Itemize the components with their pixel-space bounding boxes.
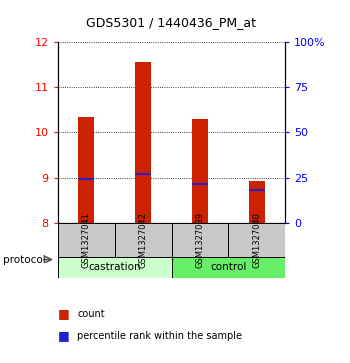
Bar [228,223,285,257]
Bar [78,117,94,223]
Bar [172,257,285,278]
Bar [192,119,208,223]
Text: ■: ■ [58,307,70,321]
Text: GSM1327042: GSM1327042 [139,212,148,268]
Bar [78,178,94,180]
Text: ■: ■ [58,329,70,342]
Bar [58,223,115,257]
Bar [58,257,172,278]
Text: GSM1327039: GSM1327039 [195,212,204,268]
Text: GSM1327040: GSM1327040 [252,212,261,268]
Bar [135,173,151,175]
Bar [192,183,208,185]
Text: control: control [210,262,246,272]
Text: count: count [77,309,105,319]
Bar [172,223,228,257]
Bar [115,223,172,257]
Bar [249,181,265,223]
Text: protocol: protocol [4,254,46,265]
Text: GSM1327041: GSM1327041 [82,212,91,268]
Text: percentile rank within the sample: percentile rank within the sample [77,331,242,341]
Text: GDS5301 / 1440436_PM_at: GDS5301 / 1440436_PM_at [86,16,257,29]
Bar [135,62,151,223]
Text: castration: castration [88,262,141,272]
Bar [249,189,265,191]
